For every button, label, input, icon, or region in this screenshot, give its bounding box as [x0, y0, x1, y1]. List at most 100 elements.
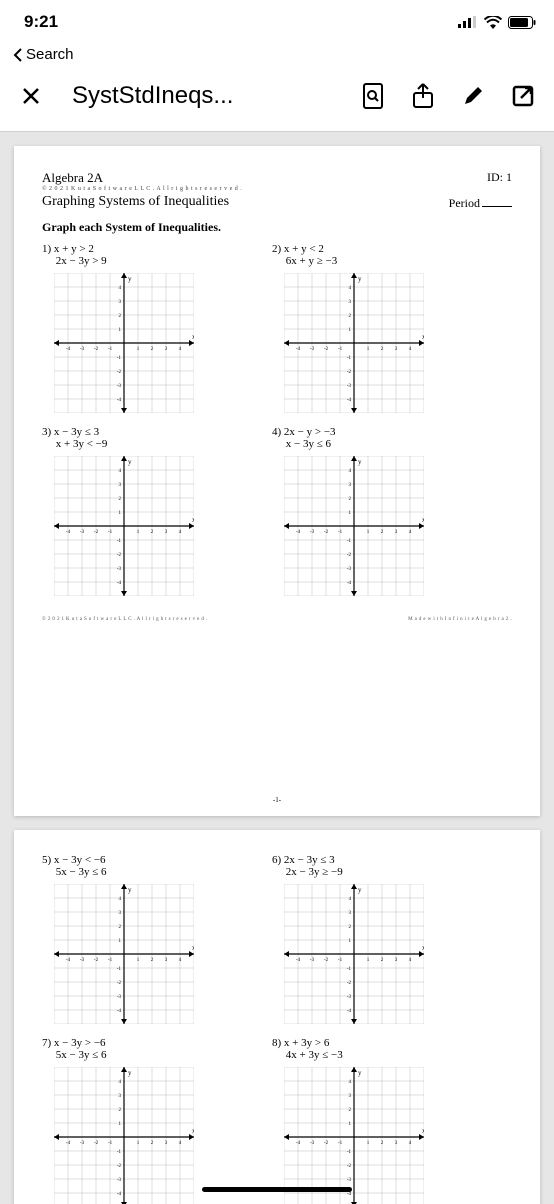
coordinate-grid: -4-4-3-3-2-2-1-111223344xy	[54, 456, 242, 599]
svg-text:-1: -1	[117, 1150, 122, 1155]
svg-text:x: x	[192, 516, 194, 524]
share-icon	[412, 83, 434, 109]
svg-text:-4: -4	[117, 398, 122, 403]
svg-text:-4: -4	[117, 1192, 122, 1197]
edit-button[interactable]	[452, 75, 494, 117]
svg-text:-2: -2	[324, 958, 329, 963]
pencil-icon	[462, 85, 484, 107]
svg-text:x: x	[422, 944, 424, 952]
problem-line-2: x + 3y < −9	[42, 438, 242, 450]
problem-line-1: 2) x + y < 2	[272, 243, 472, 255]
svg-text:-1: -1	[338, 1141, 343, 1146]
coordinate-grid: -4-4-3-3-2-2-1-111223344xy	[284, 884, 472, 1027]
svg-text:-1: -1	[347, 967, 352, 972]
problem-line-1: 4) 2x − y > −3	[272, 426, 472, 438]
svg-text:4: 4	[179, 347, 182, 352]
svg-text:-2: -2	[94, 1141, 99, 1146]
svg-text:4: 4	[179, 1141, 182, 1146]
share-button[interactable]	[402, 75, 444, 117]
svg-text:-1: -1	[347, 539, 352, 544]
open-external-button[interactable]	[502, 75, 544, 117]
svg-text:x: x	[192, 1127, 194, 1135]
svg-text:-3: -3	[347, 567, 352, 572]
svg-text:1: 1	[137, 1141, 140, 1146]
coordinate-grid: -4-4-3-3-2-2-1-111223344xy	[54, 1067, 242, 1204]
problem-line-2: 5x − 3y ≤ 6	[42, 1049, 242, 1061]
search-in-page-icon	[361, 83, 385, 109]
svg-text:1: 1	[367, 1141, 370, 1146]
back-chevron-icon	[12, 48, 24, 62]
svg-text:4: 4	[409, 958, 412, 963]
svg-text:1: 1	[137, 347, 140, 352]
svg-text:-4: -4	[347, 581, 352, 586]
svg-text:-3: -3	[310, 530, 315, 535]
svg-text:-3: -3	[80, 1141, 85, 1146]
svg-text:x: x	[422, 333, 424, 341]
svg-text:-1: -1	[338, 347, 343, 352]
svg-text:x: x	[422, 1127, 424, 1135]
problem: 4) 2x − y > −3 x − 3y ≤ 6 -4-4-3-3-2-2-1…	[272, 426, 472, 599]
signal-icon	[458, 16, 478, 28]
back-to-search[interactable]: Search	[0, 44, 554, 69]
svg-text:-2: -2	[324, 347, 329, 352]
problem-line-2: 2x − 3y ≥ −9	[272, 866, 472, 878]
back-label: Search	[26, 46, 74, 63]
svg-text:3: 3	[395, 530, 398, 535]
svg-text:-1: -1	[108, 530, 113, 535]
svg-text:3: 3	[395, 1141, 398, 1146]
page-2: 5) x − 3y < −6 5x − 3y ≤ 6 -4 -4 -3 -3 -2 -2 -…	[14, 830, 540, 1204]
page-footer: © 2 0 2 1 K u t a S o f t w a r e L L C …	[42, 617, 512, 622]
svg-text:4: 4	[179, 530, 182, 535]
svg-text:3: 3	[165, 958, 168, 963]
svg-text:-3: -3	[310, 347, 315, 352]
svg-text:-1: -1	[108, 1141, 113, 1146]
svg-text:-4: -4	[347, 1192, 352, 1197]
svg-text:y: y	[128, 458, 132, 466]
svg-text:4: 4	[409, 347, 412, 352]
svg-text:2: 2	[151, 1141, 154, 1146]
coordinate-grid: -4-4-3-3-2-2-1-111223344xy	[284, 1067, 472, 1204]
svg-text:3: 3	[165, 1141, 168, 1146]
svg-text:-1: -1	[347, 356, 352, 361]
svg-text:3: 3	[165, 347, 168, 352]
svg-text:-3: -3	[80, 958, 85, 963]
svg-text:y: y	[128, 886, 132, 894]
svg-text:-4: -4	[66, 530, 71, 535]
page-1: Algebra 2A © 2 0 2 1 K u t a S o f t w a…	[14, 146, 540, 816]
close-button[interactable]	[10, 75, 52, 117]
svg-text:-2: -2	[94, 347, 99, 352]
svg-text:-2: -2	[94, 530, 99, 535]
problem-line-1: 5) x − 3y < −6	[42, 854, 242, 866]
svg-text:2: 2	[151, 530, 154, 535]
document-viewport[interactable]: Algebra 2A © 2 0 2 1 K u t a S o f t w a…	[0, 132, 554, 1204]
close-icon	[21, 86, 41, 106]
svg-text:y: y	[128, 1069, 132, 1077]
svg-text:y: y	[358, 886, 362, 894]
svg-text:-2: -2	[324, 530, 329, 535]
svg-text:-2: -2	[94, 958, 99, 963]
svg-text:-4: -4	[296, 347, 301, 352]
period-label: Period	[449, 196, 512, 211]
coordinate-grid: -4-4-3-3-2-2-1-111223344xy	[284, 273, 472, 416]
svg-text:-3: -3	[117, 1178, 122, 1183]
home-indicator[interactable]	[202, 1187, 352, 1192]
svg-text:2: 2	[381, 347, 384, 352]
svg-text:3: 3	[165, 530, 168, 535]
svg-text:-2: -2	[117, 1164, 122, 1169]
svg-text:-2: -2	[117, 553, 122, 558]
svg-text:-1: -1	[338, 530, 343, 535]
svg-text:x: x	[192, 944, 194, 952]
svg-text:-3: -3	[347, 384, 352, 389]
search-button[interactable]	[352, 75, 394, 117]
svg-text:3: 3	[395, 347, 398, 352]
svg-text:-3: -3	[310, 1141, 315, 1146]
svg-text:2: 2	[151, 347, 154, 352]
status-time: 9:21	[24, 12, 58, 32]
problem-line-2: 4x + 3y ≤ −3	[272, 1049, 472, 1061]
worksheet-id: ID: 1	[487, 170, 512, 185]
svg-text:-4: -4	[347, 1009, 352, 1014]
svg-text:y: y	[358, 458, 362, 466]
problem: 6) 2x − 3y ≤ 3 2x − 3y ≥ −9 -4-4-3-3-2-2…	[272, 854, 472, 1027]
page-number: -1-	[273, 796, 281, 804]
svg-text:1: 1	[367, 347, 370, 352]
